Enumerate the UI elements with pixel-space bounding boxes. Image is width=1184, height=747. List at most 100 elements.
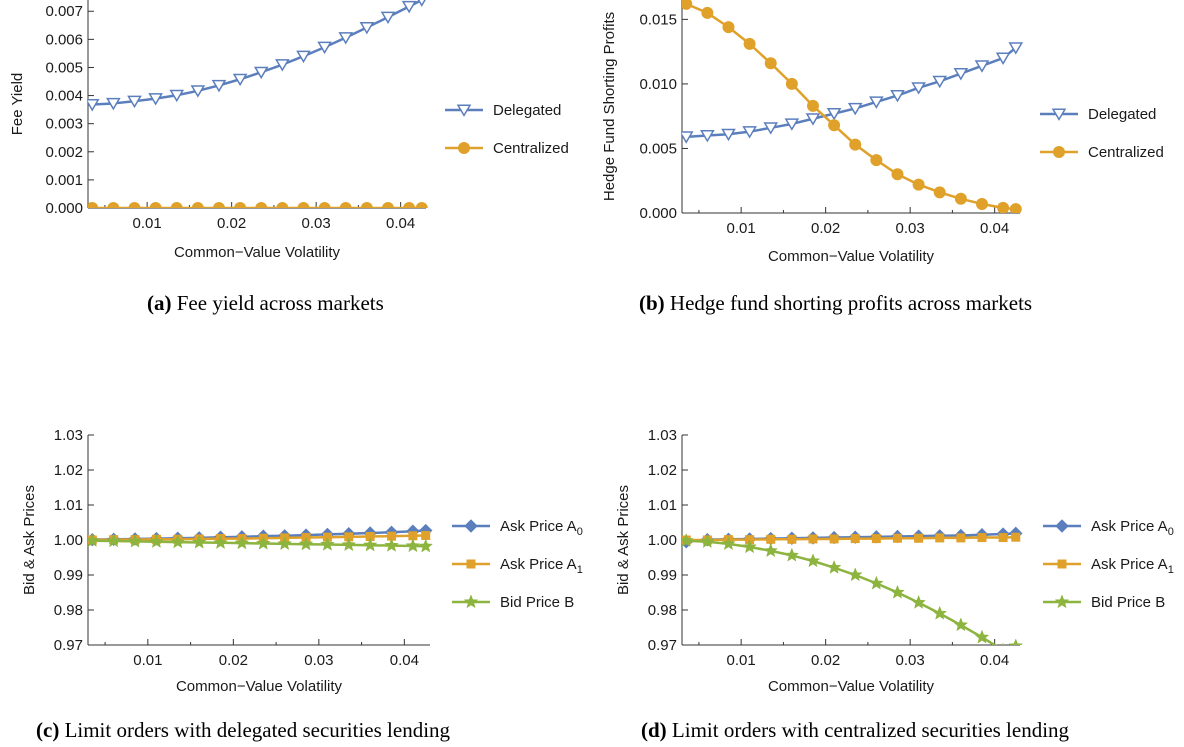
y-tick-label: 0.003 <box>45 116 83 133</box>
data-area <box>88 523 434 553</box>
y-tick-label: 0.98 <box>54 602 83 619</box>
data-point <box>763 122 779 135</box>
data-point <box>297 202 310 208</box>
data-point <box>701 6 714 19</box>
data-point <box>995 52 1011 65</box>
data-point <box>784 118 800 131</box>
data-point <box>847 102 863 116</box>
data-point <box>1009 203 1022 213</box>
data-point <box>892 533 902 543</box>
legend-label: Bid Price B <box>1091 594 1165 611</box>
data-point <box>826 559 842 574</box>
data-point <box>128 202 141 208</box>
x-tick-label: 0.04 <box>390 652 419 669</box>
data-point <box>700 129 715 143</box>
data-point <box>318 202 331 208</box>
data-point <box>808 534 818 544</box>
legend-marker <box>1055 519 1069 533</box>
y-tick-label: 1.03 <box>54 427 83 444</box>
x-tick-label: 0.03 <box>896 220 925 237</box>
data-point <box>380 11 396 25</box>
data-point <box>682 0 693 10</box>
data-point <box>766 534 776 544</box>
data-point <box>997 201 1010 213</box>
data-point <box>169 89 185 103</box>
data-point <box>276 202 289 208</box>
data-point <box>149 202 162 208</box>
data-point <box>869 575 884 590</box>
caption-c: (c) Limit orders with delegated securiti… <box>36 718 451 742</box>
x-tick-label: 0.03 <box>302 215 331 232</box>
y-tick-label: 1.01 <box>54 497 83 514</box>
caption-d: (d) Limit orders with centralized securi… <box>641 718 1070 742</box>
x-axis-label: Common−Value Volatility <box>176 678 343 695</box>
data-area <box>682 0 1024 213</box>
x-axis-label: Common−Value Volatility <box>768 678 935 695</box>
data-point <box>415 202 428 208</box>
x-tick-label: 0.04 <box>980 220 1009 237</box>
y-tick-label: 1.00 <box>648 532 677 549</box>
legend: Delegated Centralized <box>445 102 569 157</box>
data-point <box>212 202 225 208</box>
y-tick-label: 0.97 <box>648 637 677 654</box>
data-point <box>953 68 969 81</box>
data-point <box>912 178 925 191</box>
series-line-0 <box>686 46 1017 139</box>
y-axis-label: Bid & Ask Prices <box>21 485 38 595</box>
legend: Ask Price A0 Ask Price A1 Bid Price B <box>452 518 583 611</box>
caption-a: (a) Fee yield across markets <box>147 291 384 315</box>
data-point <box>401 0 417 14</box>
legend-label: Delegated <box>493 102 561 119</box>
x-tick-label: 0.03 <box>304 652 333 669</box>
data-point <box>362 537 378 552</box>
data-point <box>805 113 821 126</box>
y-tick-label: 0.000 <box>45 200 83 217</box>
y-tick-label: 0.005 <box>45 59 83 76</box>
data-point <box>935 533 945 543</box>
data-point <box>148 93 163 106</box>
y-tick-label: 1.02 <box>648 462 677 479</box>
chart-panel-b: 0.01 0.02 0.03 0.04 0.000 0.005 0.010 0.015 Comm… <box>601 0 1164 265</box>
data-point <box>977 533 987 543</box>
data-point <box>953 617 969 632</box>
data-point <box>682 131 694 144</box>
x-tick-label: 0.02 <box>217 215 246 232</box>
data-point <box>191 202 204 208</box>
data-point <box>998 533 1008 543</box>
data-point <box>275 59 290 72</box>
x-tick-label: 0.01 <box>727 220 756 237</box>
data-point <box>127 95 142 109</box>
data-point <box>339 202 352 208</box>
data-point <box>700 534 715 548</box>
data-point <box>417 0 426 7</box>
x-tick-label: 0.01 <box>133 652 162 669</box>
data-point <box>211 79 227 93</box>
data-point <box>721 536 736 551</box>
data-point <box>191 534 207 549</box>
legend-label: Ask Price A1 <box>1091 556 1174 576</box>
data-point <box>341 537 357 552</box>
data-point <box>1002 642 1005 645</box>
data-point <box>170 202 183 208</box>
data-point <box>1008 638 1024 645</box>
data-point <box>829 534 839 544</box>
data-point <box>1011 532 1021 542</box>
data-point <box>847 567 863 582</box>
legend-marker <box>458 142 470 154</box>
data-point <box>421 530 431 540</box>
y-axis-label: Fee Yield <box>9 73 26 136</box>
data-point <box>149 534 164 548</box>
data-point <box>742 126 757 139</box>
data-point <box>232 73 248 87</box>
legend-label: Delegated <box>1088 106 1156 123</box>
data-point <box>743 37 756 50</box>
data-point <box>384 537 399 552</box>
data-point <box>932 605 948 620</box>
data-point <box>974 629 990 644</box>
y-tick-label: 1.00 <box>54 532 83 549</box>
legend-marker <box>1053 146 1065 158</box>
data-point <box>932 75 948 89</box>
x-tick-label: 0.04 <box>386 215 415 232</box>
legend-marker <box>1054 594 1070 609</box>
legend: Ask Price A0 Ask Price A1 Bid Price B <box>1043 518 1174 611</box>
